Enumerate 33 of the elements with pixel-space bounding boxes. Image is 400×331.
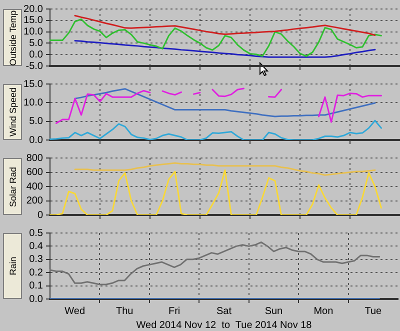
y-tick-label: 0.4	[29, 240, 44, 252]
y-tick-label: 15.0	[24, 78, 44, 90]
x-tick-label: Fri	[168, 306, 180, 317]
y-tick-label: 0	[37, 210, 44, 221]
y-tick-label: 20.0	[24, 4, 44, 15]
y-tick-label: 10.0	[24, 97, 44, 108]
y-tick-label: 10.0	[24, 26, 44, 38]
y-axis-title: Wind Speed	[8, 87, 18, 137]
y-axis-title: Rain	[8, 256, 18, 276]
y-tick-label: 400	[26, 181, 44, 192]
y-axis-title: Solar Rad	[8, 166, 18, 207]
y-tick-label: 0.5	[29, 228, 44, 239]
y-tick-label: 0.2	[29, 267, 44, 278]
y-tick-label: 0.3	[29, 254, 44, 266]
x-tick-label: Sun	[264, 306, 283, 317]
x-tick-label: Tue	[364, 306, 382, 317]
x-axis-title: Wed 2014 Nov 12 to Tue 2014 Nov 18	[136, 320, 312, 331]
y-tick-label: 5.0	[29, 38, 44, 49]
y-axis-title: Outside Temp	[8, 10, 18, 66]
y-tick-label: 15.0	[24, 15, 44, 26]
x-tick-label: Sat	[216, 306, 232, 317]
y-tick-label: 0.0	[29, 134, 44, 146]
y-tick-label: 0.1	[29, 280, 44, 292]
x-tick-label: Wed	[64, 306, 86, 317]
y-tick-label: 0.0	[29, 49, 44, 60]
y-tick-label: 800	[26, 152, 44, 164]
y-tick-label: 200	[26, 196, 44, 206]
x-tick-label: Mon	[314, 306, 334, 317]
y-tick-label: 600	[26, 167, 44, 178]
y-tick-label: -5.0	[26, 60, 44, 72]
y-tick-label: 5.0	[29, 116, 44, 128]
x-tick-label: Thu	[116, 306, 134, 317]
y-tick-label: 0.0	[29, 294, 44, 305]
